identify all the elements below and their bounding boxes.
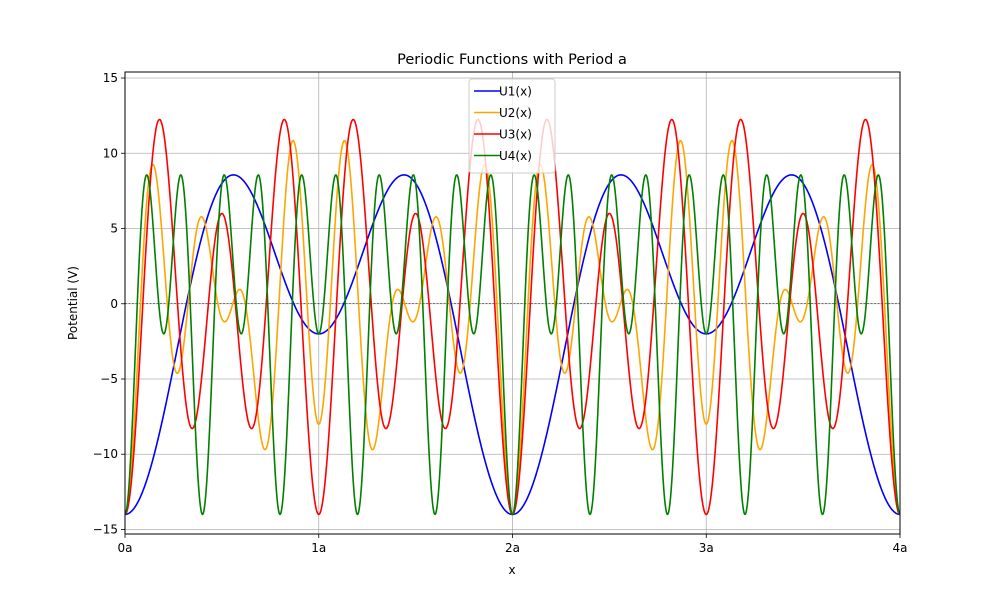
chart-title: Periodic Functions with Period a — [397, 52, 627, 68]
series-line-u4-x — [124, 174, 901, 516]
x-tick-label: 1a — [311, 541, 326, 555]
y-tick-label: −10 — [93, 447, 118, 461]
legend-label: U4(x) — [499, 149, 532, 163]
x-tick-label: 3a — [699, 541, 714, 555]
x-tick-label: 4a — [893, 541, 908, 555]
y-tick-label: 5 — [110, 222, 118, 236]
y-tick-label: −15 — [93, 522, 118, 536]
legend-label: U3(x) — [499, 128, 532, 142]
y-tick-label: 0 — [110, 297, 118, 311]
x-axis-label: x — [508, 563, 515, 577]
y-tick-label: 10 — [103, 146, 118, 160]
legend-label: U1(x) — [499, 85, 532, 99]
legend-box — [468, 78, 556, 174]
series-lines — [124, 118, 901, 516]
legend: U1(x) U2(x) U3(x) U4(x) — [468, 78, 556, 174]
x-tick-label: 0a — [118, 541, 133, 555]
y-axis-label: Potential (V) — [66, 266, 80, 340]
legend-label: U2(x) — [499, 106, 532, 120]
x-tick-label: 2a — [505, 541, 520, 555]
y-tick-label: −5 — [100, 372, 118, 386]
ticks: 0a 1a 2a 3a 4a −15 −10 −5 0 5 10 15 — [93, 71, 908, 555]
y-tick-label: 15 — [103, 71, 118, 85]
